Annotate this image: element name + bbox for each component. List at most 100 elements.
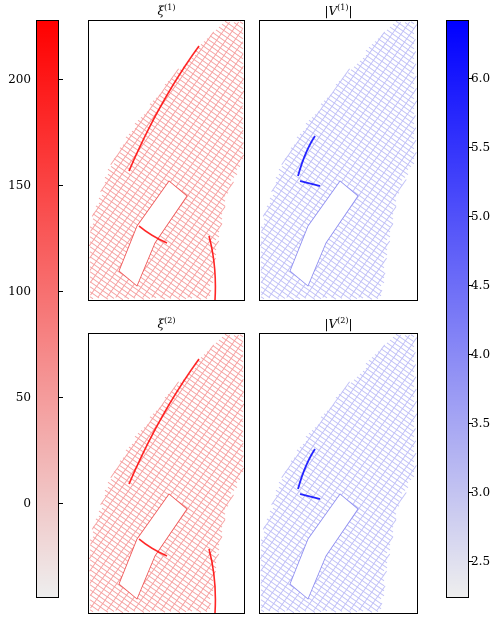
road-segment: [131, 130, 226, 197]
road-segment: [365, 362, 415, 398]
highlighted-road: [128, 45, 217, 300]
road-segment: [358, 570, 387, 611]
road-segment: [296, 141, 394, 210]
road-segment: [376, 289, 383, 298]
road-segment: [296, 449, 397, 520]
road-segment: [271, 31, 386, 193]
road-segment: [341, 78, 415, 130]
road-segment: [146, 111, 238, 175]
road-segment: [389, 339, 415, 358]
road-segment: [356, 376, 415, 418]
road-segment: [188, 373, 244, 413]
road-segment: [386, 342, 415, 363]
road-segment: [143, 114, 235, 178]
road-segment: [349, 553, 391, 611]
highlighted-road: [297, 135, 321, 187]
road-segment: [317, 111, 409, 175]
road-segment: [92, 218, 208, 299]
road-segment: [92, 526, 211, 610]
road-segment: [335, 83, 415, 140]
road-segment: [224, 21, 244, 35]
road-segment: [323, 100, 415, 165]
road-segment: [149, 103, 241, 168]
road-segment: [142, 467, 244, 611]
road-segment: [395, 21, 415, 35]
colorbar-tick-label: 6.0: [471, 71, 491, 85]
colorbar-tick-label: 3.0: [471, 485, 491, 499]
road-segment: [187, 257, 216, 298]
road-segment: [296, 454, 394, 523]
road-segment: [134, 127, 229, 194]
road-segment: [194, 54, 244, 90]
road-network-map: [89, 21, 244, 300]
park-area: [289, 493, 359, 600]
road-segment: [142, 154, 244, 298]
road-segment: [296, 136, 397, 207]
road-segment: [140, 117, 232, 181]
road-segment: [260, 599, 280, 613]
road-segment: [314, 427, 406, 491]
road-segment: [374, 354, 415, 383]
park-area: [289, 180, 359, 287]
road-segment: [260, 589, 295, 613]
road-segment: [299, 133, 397, 202]
road-segment: [368, 359, 415, 393]
road-segment: [263, 526, 382, 610]
road-segment: [92, 531, 208, 612]
road-segment: [185, 376, 244, 418]
road-segment: [164, 396, 244, 453]
colorbar-tick-label: 5.0: [471, 209, 491, 223]
road-segment: [167, 80, 244, 135]
road-segment: [203, 354, 244, 383]
road-segment: [314, 114, 406, 178]
road-segment: [239, 21, 244, 25]
road-segment: [266, 210, 382, 292]
road-segment: [263, 218, 379, 299]
road-segment: [176, 72, 244, 120]
road-segment: [304, 139, 417, 298]
road-segment: [305, 435, 400, 502]
road-segment: [302, 443, 397, 510]
road-segment: [374, 41, 415, 70]
road-segment: [308, 119, 403, 186]
road-segment: [260, 604, 271, 612]
road-segment: [131, 443, 226, 510]
road-segment: [376, 602, 383, 611]
road-segment: [179, 382, 244, 428]
road-segment: [335, 401, 415, 458]
right-colorbar: [446, 20, 469, 598]
colorbar-tick-label: 100: [8, 284, 31, 298]
road-segment: [347, 385, 415, 433]
road-segment: [392, 336, 415, 353]
road-segment: [215, 29, 244, 50]
road-segment: [155, 97, 244, 160]
road-segment: [89, 579, 136, 612]
road-segment: [359, 60, 415, 100]
road-segment: [260, 261, 316, 300]
road-segment: [134, 440, 229, 507]
park-area: [118, 493, 188, 600]
panel-title-xi-1: ξ(1): [157, 3, 176, 18]
road-segment: [332, 404, 415, 463]
colorbar-tick-label: 200: [8, 72, 31, 86]
road-segment: [89, 266, 136, 299]
road-segment: [158, 407, 244, 468]
road-segment: [261, 21, 410, 232]
road-segment: [269, 515, 385, 597]
road-segment: [261, 334, 410, 545]
road-segment: [160, 206, 226, 298]
road-segment: [260, 271, 301, 300]
road-network-map: [89, 334, 244, 613]
road-segment: [305, 122, 400, 189]
road-segment: [161, 404, 244, 463]
road-segment: [239, 334, 244, 338]
colorbar-tick-label: 4.0: [471, 347, 491, 361]
road-segment: [353, 66, 415, 110]
road-segment: [89, 286, 109, 300]
road-segment: [128, 446, 226, 515]
road-segment: [89, 66, 244, 284]
road-segment: [260, 579, 307, 612]
road-segment: [349, 240, 391, 298]
road-segment: [341, 391, 415, 443]
road-segment: [410, 21, 415, 25]
